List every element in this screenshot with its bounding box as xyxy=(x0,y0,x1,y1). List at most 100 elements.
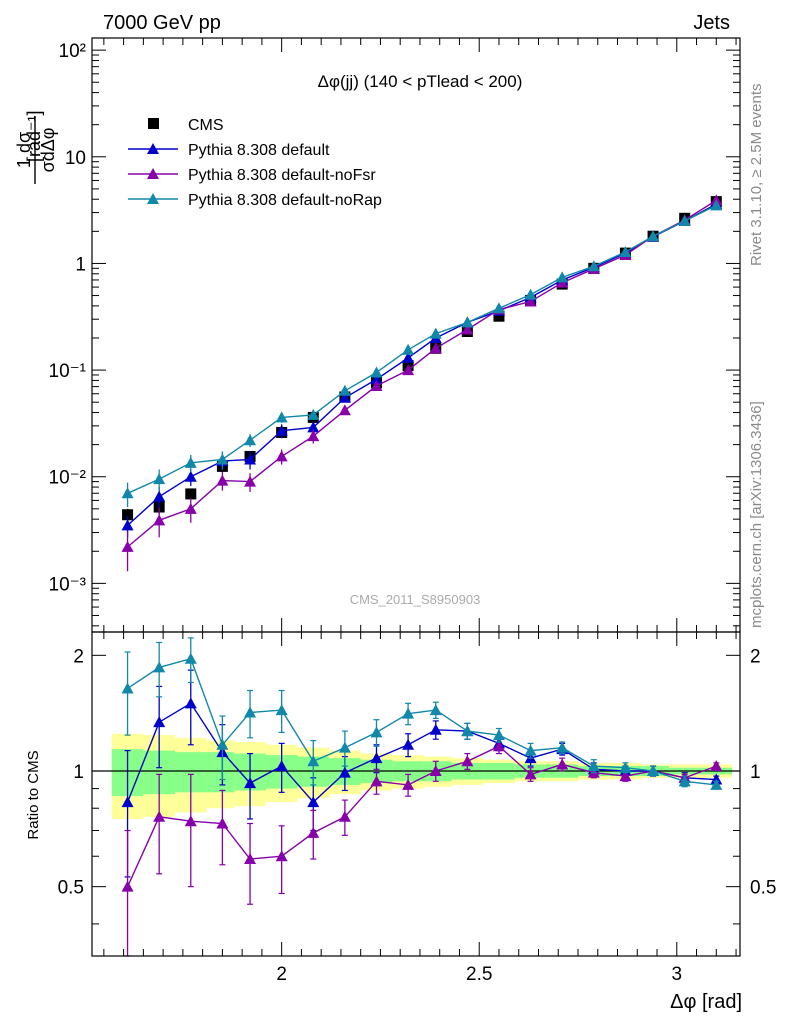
ratio-y-tick-label: 1 xyxy=(73,762,84,783)
data-point xyxy=(244,475,257,487)
data-point xyxy=(216,817,229,829)
rivet-version-label: Rivet 3.1.10, ≥ 2.5M events xyxy=(748,84,765,267)
data-point xyxy=(492,740,505,752)
main-y-tick-label: 10 xyxy=(65,148,86,169)
data-point xyxy=(370,373,383,385)
legend: CMS Pythia 8.308 default Pythia 8.308 defa… xyxy=(128,117,382,209)
main-y-tick-label: 10⁻¹ xyxy=(49,361,87,382)
data-point xyxy=(524,295,537,307)
data-point xyxy=(216,453,229,465)
x-axis-label: Δφ [rad] xyxy=(670,991,742,1013)
data-point xyxy=(370,726,383,738)
data-point xyxy=(338,766,351,778)
data-point xyxy=(184,815,197,827)
data-point xyxy=(461,755,474,767)
data-point xyxy=(121,540,134,552)
data-point xyxy=(184,456,197,468)
uncertainty-band-green xyxy=(206,752,235,793)
data-point xyxy=(244,453,257,465)
data-point xyxy=(402,364,415,376)
data-point xyxy=(461,316,474,328)
main-y-tick-label: 10⁻³ xyxy=(49,574,87,595)
series-line xyxy=(127,203,717,526)
data-point xyxy=(307,408,320,420)
series-line xyxy=(126,702,717,804)
series-pythia-8-308-default xyxy=(121,198,723,538)
data-point xyxy=(710,199,723,211)
data-point xyxy=(556,271,569,283)
data-point xyxy=(524,744,537,756)
data-point xyxy=(429,723,442,735)
data-point xyxy=(307,421,320,433)
data-point xyxy=(461,725,474,737)
main-y-tick-label: 10² xyxy=(59,41,86,62)
series-line xyxy=(127,204,717,494)
legend-marker xyxy=(147,143,159,154)
data-point xyxy=(184,502,197,514)
ratio-y-axis-label: Ratio to CMS xyxy=(25,750,42,839)
data-point xyxy=(647,230,660,242)
data-point xyxy=(244,853,257,865)
ratio-series-pythia-8-308-default-norap xyxy=(121,637,723,790)
data-point xyxy=(185,488,197,500)
data-point xyxy=(307,796,320,808)
data-point xyxy=(244,706,257,718)
data-point xyxy=(275,704,288,716)
ratio-y-tick-label-right: 1 xyxy=(750,762,761,783)
header-right: Jets xyxy=(693,12,730,34)
main-y-tick-label: 10⁻² xyxy=(49,468,87,489)
data-point xyxy=(153,661,166,673)
data-point xyxy=(429,704,442,716)
data-point xyxy=(524,768,537,780)
data-point xyxy=(587,260,600,272)
data-point xyxy=(153,514,166,526)
data-point xyxy=(370,366,383,378)
data-point xyxy=(275,411,288,423)
data-point xyxy=(307,755,320,767)
svg-text:1 dσ: 1 dσ xyxy=(14,132,34,168)
data-point xyxy=(244,777,257,789)
data-point xyxy=(710,778,723,790)
data-point xyxy=(429,327,442,339)
ratio-series-pythia-8-308-default-nofsr xyxy=(121,738,723,957)
legend-label: Pythia 8.308 default-noRap xyxy=(188,192,382,209)
data-point xyxy=(619,246,632,258)
data-point xyxy=(402,778,415,790)
series-line xyxy=(127,199,717,548)
series-line xyxy=(126,745,717,887)
ratio-plot-frame xyxy=(91,631,741,957)
data-point xyxy=(121,519,134,531)
ratio-y-tick-label-right: 0.5 xyxy=(750,878,776,899)
x-tick-label: 3 xyxy=(671,964,682,985)
data-point xyxy=(402,343,415,355)
data-point xyxy=(493,310,505,322)
legend-marker xyxy=(148,118,159,129)
data-point xyxy=(402,738,415,750)
data-point xyxy=(370,752,383,764)
x-tick-label: 2.5 xyxy=(466,964,492,985)
main-chart-title: Δφ(jj) (140 < pTlead < 200) xyxy=(318,72,523,91)
header-left: 7000 GeV pp xyxy=(103,12,221,34)
data-point xyxy=(402,707,415,719)
data-point xyxy=(275,424,288,436)
data-point xyxy=(216,474,229,486)
legend-label: Pythia 8.308 default-noFsr xyxy=(188,167,376,184)
data-point xyxy=(492,729,505,741)
data-point xyxy=(307,430,320,442)
data-point xyxy=(121,796,134,808)
data-point xyxy=(402,351,415,363)
svg-text:[rad⁻¹]: [rad⁻¹] xyxy=(24,110,44,162)
series-line xyxy=(127,657,717,786)
data-point xyxy=(429,342,442,354)
data-point xyxy=(216,738,229,750)
data-point xyxy=(492,302,505,314)
data-point xyxy=(370,379,383,391)
data-point xyxy=(275,450,288,462)
series-pythia-8-308-default-nofsr xyxy=(121,194,723,572)
legend-label: Pythia 8.308 default xyxy=(188,142,330,159)
data-point xyxy=(307,826,320,838)
ratio-y-tick-label: 0.5 xyxy=(58,878,84,899)
data-point xyxy=(275,850,288,862)
data-point xyxy=(153,810,166,822)
